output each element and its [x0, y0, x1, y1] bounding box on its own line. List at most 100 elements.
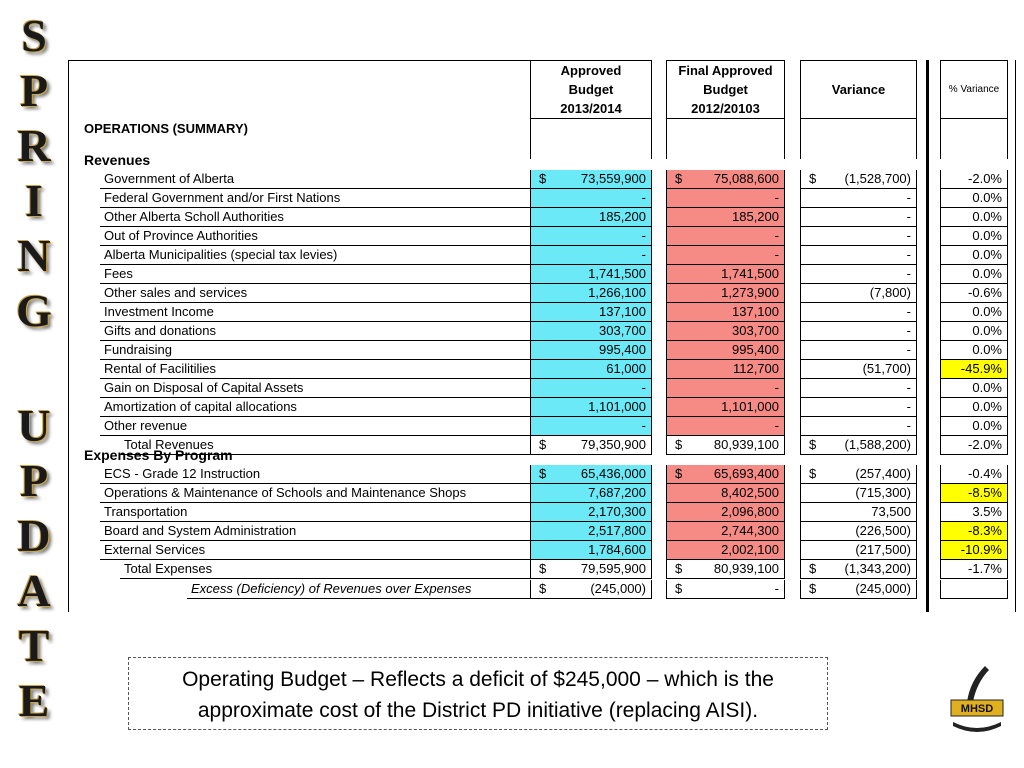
cell-value: 995,400: [599, 342, 646, 357]
cell-value: -: [641, 190, 646, 205]
currency-symbol: $: [675, 581, 683, 596]
currency-symbol: $: [809, 561, 817, 576]
currency-symbol: $: [675, 171, 683, 186]
cell: 0.0%: [940, 398, 1008, 417]
cell-value: 0.0%: [972, 247, 1002, 262]
row-label: Board and System Administration: [100, 522, 530, 541]
cell: 0.0%: [940, 189, 1008, 208]
cell-value: (715,300): [855, 485, 911, 500]
cell-value: 995,400: [732, 342, 779, 357]
cell-value: 303,700: [732, 323, 779, 338]
cell: 1,741,500: [530, 265, 652, 284]
column-border: [940, 119, 941, 159]
note-line: Operating Budget – Reflects a deficit of…: [182, 668, 774, 691]
row-label: Fundraising: [100, 341, 530, 360]
header-line: Budget: [568, 82, 614, 97]
cell: 185,200: [666, 208, 785, 227]
row-label: Amortization of capital allocations: [100, 398, 530, 417]
cell: $ (1,343,200): [800, 560, 917, 579]
cell-value: -0.6%: [968, 285, 1002, 300]
column-border: [666, 119, 667, 159]
cell: 995,400: [530, 341, 652, 360]
currency-symbol: $: [809, 171, 817, 186]
cell-value: 137,100: [732, 304, 779, 319]
cell: 0.0%: [940, 265, 1008, 284]
cell-value: 1,741,500: [588, 266, 646, 281]
cell: -: [800, 246, 917, 265]
cell: -10.9%: [940, 541, 1008, 560]
cell-value: -: [641, 418, 646, 433]
cell-value: 0.0%: [972, 418, 1002, 433]
cell: (7,800): [800, 284, 917, 303]
row-label: Gain on Disposal of Capital Assets: [100, 379, 530, 398]
cell: -: [800, 379, 917, 398]
sidebar-word: SPRING: [16, 10, 52, 336]
row-label: Government of Alberta: [100, 170, 530, 189]
cell: 0.0%: [940, 246, 1008, 265]
cell-value: 1,273,900: [721, 285, 779, 300]
cell: -: [800, 417, 917, 436]
table-frame-top: [68, 60, 530, 61]
cell-value: 79,350,900: [580, 437, 646, 452]
cell-value: (7,800): [869, 285, 911, 300]
cell: 2,002,100: [666, 541, 785, 560]
cell-value: 2,096,800: [721, 504, 779, 519]
cell-value: (226,500): [855, 523, 911, 538]
currency-symbol: $: [675, 437, 683, 452]
cell-value: -: [774, 228, 779, 243]
cell: -: [666, 246, 785, 265]
cell: -: [530, 417, 652, 436]
logo: MHSD: [950, 666, 1004, 732]
cell-value: (1,528,700): [844, 171, 912, 186]
cell-value: -: [906, 380, 911, 395]
currency-symbol: $: [675, 466, 683, 481]
row-label: Excess (Deficiency) of Revenues over Exp…: [187, 580, 530, 599]
column-header: Final Approved Budget 2012/20103: [666, 60, 785, 119]
cell-value: 137,100: [599, 304, 646, 319]
cell-value: 0.0%: [972, 209, 1002, 224]
cell: 2,170,300: [530, 503, 652, 522]
cell-value: 303,700: [599, 323, 646, 338]
cell-value: 0.0%: [972, 228, 1002, 243]
cell-value: -: [774, 581, 779, 596]
cell: 0.0%: [940, 303, 1008, 322]
cell: -: [666, 227, 785, 246]
cell-value: 2,170,300: [588, 504, 646, 519]
cell: -: [800, 398, 917, 417]
cell: $ (1,588,200): [800, 436, 917, 455]
cell-value: 65,693,400: [713, 466, 779, 481]
cell: -8.5%: [940, 484, 1008, 503]
header-line: 2013/2014: [560, 101, 622, 116]
table-title: OPERATIONS (SUMMARY): [84, 121, 248, 136]
cell-value: 75,088,600: [713, 171, 779, 186]
cell: 0.0%: [940, 417, 1008, 436]
row-label: Federal Government and/or First Nations: [100, 189, 530, 208]
cell-value: 0.0%: [972, 323, 1002, 338]
cell: (217,500): [800, 541, 917, 560]
cell: 7,687,200: [530, 484, 652, 503]
cell-value: 112,700: [732, 361, 779, 376]
row-label: Investment Income: [100, 303, 530, 322]
cell: 0.0%: [940, 341, 1008, 360]
cell-value: (245,000): [590, 581, 646, 596]
currency-symbol: $: [809, 466, 817, 481]
logo-base: [953, 722, 1001, 732]
cell: (226,500): [800, 522, 917, 541]
cell: 303,700: [666, 322, 785, 341]
cell-value: 80,939,100: [713, 561, 779, 576]
cell: -: [530, 189, 652, 208]
cell-value: (217,500): [855, 542, 911, 557]
cell: $ -: [666, 580, 785, 599]
cell-value: 1,101,000: [721, 399, 779, 414]
cell: $75,088,600: [666, 170, 785, 189]
cell: -: [800, 322, 917, 341]
row-label: Fees: [100, 265, 530, 284]
row-label: Alberta Municipalities (special tax levi…: [100, 246, 530, 265]
cell-value: -: [641, 380, 646, 395]
cell-value: -: [906, 323, 911, 338]
cell-value: -: [906, 418, 911, 433]
cell: 0.0%: [940, 227, 1008, 246]
cell-value: -: [774, 247, 779, 262]
cell-value: 2,002,100: [721, 542, 779, 557]
